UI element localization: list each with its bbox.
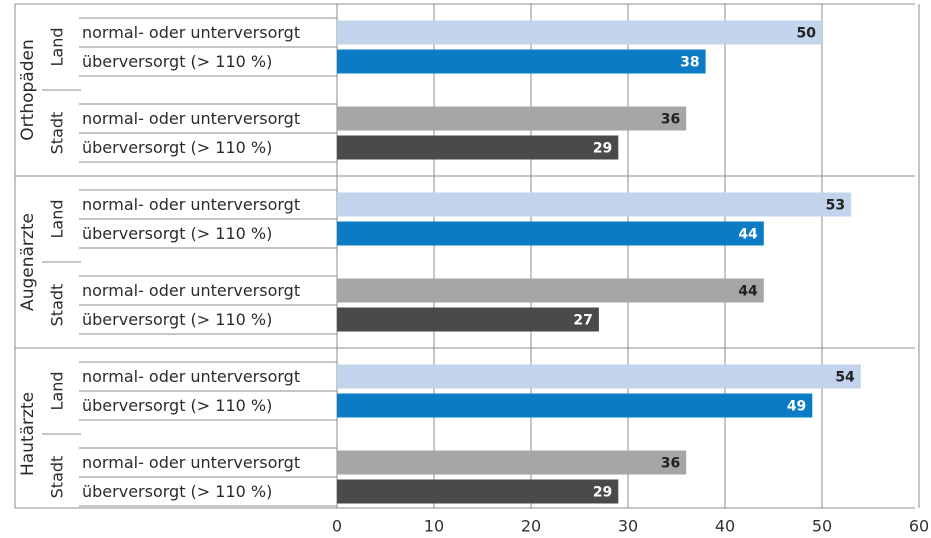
bar [337,364,861,389]
x-tick-label: 50 [812,517,832,536]
subgroup-label: Land [48,371,67,410]
bar [337,393,813,418]
bar-category-label: normal- oder unterversorgt [82,109,300,128]
bar-value-label: 54 [835,370,855,386]
bar [337,278,764,303]
bar-category-label: normal- oder unterversorgt [82,195,300,214]
grid-lines [336,4,920,508]
bar-category-label: normal- oder unterversorgt [82,453,300,472]
bar-value-label: 50 [797,26,817,42]
group-label: Augenärzte [18,213,38,311]
subgroup-label: Stadt [48,112,67,155]
bar-category-label: normal- oder unterversorgt [82,367,300,386]
bar-category-label: normal- oder unterversorgt [82,281,300,300]
bar-category-label: überversorgt (> 110 %) [82,310,272,329]
subgroup-label: Land [48,27,67,66]
bar [337,20,822,45]
bar [337,479,619,504]
bar [337,106,687,131]
bar [337,135,619,160]
bar-category-label: überversorgt (> 110 %) [82,52,272,71]
bar-value-label: 44 [738,284,758,300]
row-frame [14,3,915,509]
x-tick-label: 60 [909,517,929,536]
x-tick-label: 10 [424,517,444,536]
bar [337,192,852,217]
bar-value-label: 44 [738,227,758,243]
bar-value-label: 29 [593,141,612,157]
bar-value-label: 36 [661,112,680,128]
bar-value-label: 27 [573,313,592,329]
bar [337,307,599,332]
subgroup-label: Stadt [48,456,67,499]
bar [337,450,687,475]
bars [337,20,861,504]
x-axis-ticks: 0 10 20 30 40 50 60 [332,517,929,536]
category-labels: Orthopäden Land normal- oder unterversorgt… [18,23,855,501]
x-tick-label: 30 [618,517,638,536]
bar-value-label: 38 [680,55,699,71]
bar-category-label: überversorgt (> 110 %) [82,138,272,157]
subgroup-label: Land [48,199,67,238]
bar-value-label: 36 [661,456,680,472]
x-tick-label: 40 [715,517,735,536]
group-label: Orthopäden [18,39,38,140]
bar-category-label: normal- oder unterversorgt [82,23,300,42]
group-label: Hautärzte [18,392,38,476]
x-tick-label: 20 [521,517,541,536]
bar-category-label: überversorgt (> 110 %) [82,482,272,501]
bar-value-label: 49 [787,399,806,415]
bar-category-label: überversorgt (> 110 %) [82,224,272,243]
bar [337,221,764,246]
bar [337,49,706,74]
bar-category-label: überversorgt (> 110 %) [82,396,272,415]
bar-value-label: 53 [826,198,845,214]
x-tick-label: 0 [332,517,342,536]
bar-value-label: 29 [593,485,612,501]
subgroup-label: Stadt [48,284,67,327]
